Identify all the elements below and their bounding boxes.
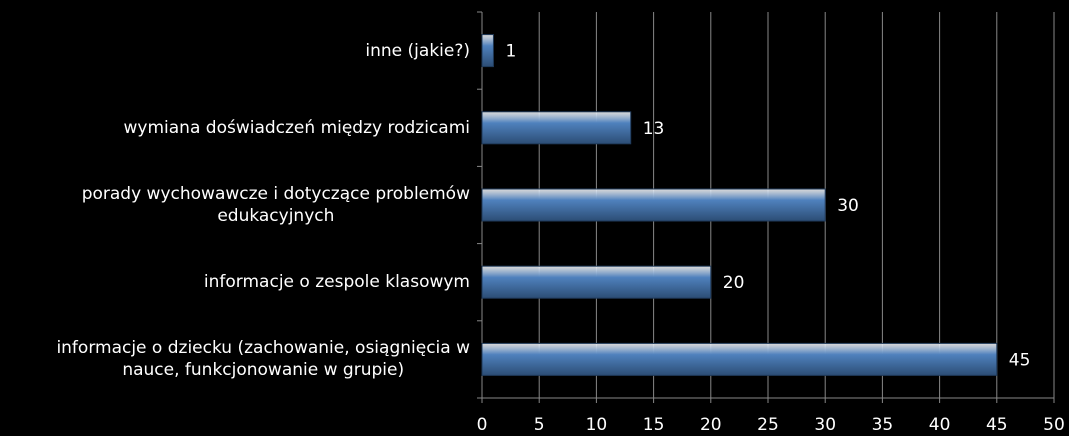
bar [481,265,712,299]
data-label: 45 [1009,350,1031,370]
x-tick-label: 30 [814,415,836,435]
data-label: 1 [505,42,516,62]
y-tick-label: inne (jakie?) [365,40,470,61]
y-tick-label: informacje o zespole klasowym [203,272,470,293]
y-tick-label: wymiana doświadczeń między rodzicami [123,117,470,138]
x-tick-label: 50 [1043,415,1065,435]
bar [481,188,826,222]
x-tick-label: 40 [929,415,951,435]
data-label: 13 [643,119,665,139]
data-label: 30 [837,196,859,216]
x-tick-label: 5 [534,415,545,435]
bar [481,34,494,68]
x-tick-label: 10 [586,415,608,435]
x-tick-label: 15 [643,415,665,435]
bar [481,111,632,145]
x-tick-label: 35 [872,415,894,435]
y-tick-label: informacje o dziecku (zachowanie, osiągn… [56,338,470,381]
bar [481,342,998,376]
data-label: 20 [723,273,745,293]
x-tick-label: 25 [757,415,779,435]
y-tick-label: porady wychowawcze i dotyczące problemów… [81,184,470,226]
x-tick-label: 20 [700,415,722,435]
x-tick-label: 0 [477,415,488,435]
x-tick-label: 45 [986,415,1008,435]
